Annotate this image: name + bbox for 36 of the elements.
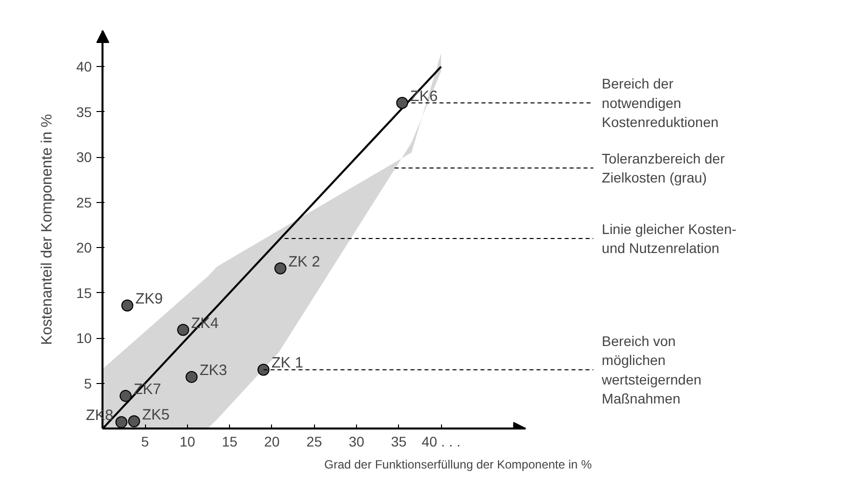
point xyxy=(115,416,128,428)
x-tick-label: 15 xyxy=(222,434,238,450)
series-label: ZK 2 xyxy=(288,253,320,270)
point xyxy=(274,262,286,274)
y-tick-label: 20 xyxy=(76,240,92,256)
annotation: Linie gleicher Kosten- und Nutzenrelation xyxy=(602,220,737,256)
x-tick-label: 5 xyxy=(141,434,150,450)
series-label: ZK9 xyxy=(135,290,163,308)
point xyxy=(186,370,198,383)
x-axis-title: Grad der Funktionserfüllung der Komponente in % xyxy=(324,458,592,472)
x-tick-label: 25 xyxy=(306,434,322,450)
y-tick-label: 30 xyxy=(76,149,92,166)
y-tick-label: 25 xyxy=(76,194,92,210)
x-tick-label: 35 xyxy=(391,434,407,450)
x-tick-label: 30 xyxy=(348,434,365,450)
point xyxy=(120,390,132,402)
point xyxy=(177,324,190,336)
x-tick-label: 40 . . . xyxy=(422,434,461,450)
x-tick-label: 20 xyxy=(264,434,280,450)
point xyxy=(396,96,408,109)
y-tick-label: 10 xyxy=(76,330,92,346)
x-tick-label: 10 xyxy=(180,434,196,450)
y-tick-label: 15 xyxy=(76,284,92,301)
annotation: Toleranzbereich der Zielkosten (grau) xyxy=(602,150,726,186)
y-tick-label: 35 xyxy=(76,104,92,120)
y-tick-label: 40 xyxy=(76,58,92,75)
series-label: ZK 1 xyxy=(271,354,304,372)
y-axis-title: Kostenanteil der Komponente in % xyxy=(38,114,56,345)
point xyxy=(121,299,134,312)
y-tick-label: 5 xyxy=(84,375,92,392)
annotation: Bereich von möglichen wertsteigernden Maßnahmen xyxy=(600,332,702,407)
point xyxy=(257,364,270,376)
point xyxy=(128,415,140,428)
series-label: ZK3 xyxy=(200,362,228,379)
annotation: Bereich der notwendigen Kostenreduktionen xyxy=(602,76,719,130)
series-label: ZK5 xyxy=(142,406,170,424)
